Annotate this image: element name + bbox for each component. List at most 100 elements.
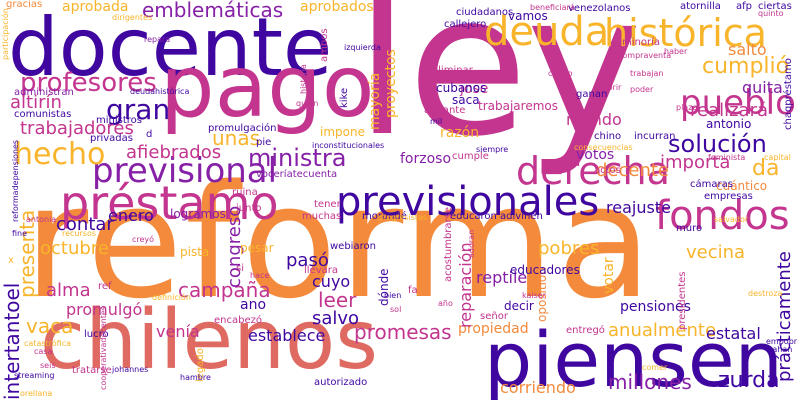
word-propiedad: propiedad <box>458 321 529 337</box>
word-fa: fa <box>408 285 418 296</box>
word-pueblo: pueblo <box>680 83 796 123</box>
word-cumplio: cumplió <box>702 54 790 79</box>
word-junto: junto <box>236 203 262 214</box>
word-autorizado: autorizado <box>314 377 368 388</box>
word-x: x <box>8 255 14 266</box>
word-adoran: adoran <box>467 229 476 258</box>
word-trabajan: trabajan <box>630 69 664 78</box>
word-deuda: deuda <box>484 9 610 55</box>
word-bien: bien <box>384 291 402 300</box>
word-historia: historia <box>299 64 308 94</box>
word-docente: docente <box>8 1 333 94</box>
word-actos: actos <box>594 165 621 176</box>
word-vamos: vamos <box>508 9 548 23</box>
word-reptile: reptile <box>476 268 528 287</box>
word-aprobados: aprobados <box>300 0 374 15</box>
word-previsionales: previsionales <box>336 179 600 225</box>
word-acostumbrarse: acostumbrarse <box>443 206 454 282</box>
word-corriendo: corriendo <box>500 378 576 397</box>
word-beneficiara: beneficiará <box>530 3 575 12</box>
word-adivinen: adivinen <box>500 211 543 222</box>
word-recursos: recursos <box>62 229 97 238</box>
word-participacion: participación <box>1 8 10 60</box>
word-empobr: empobr <box>766 337 798 346</box>
word-orellana: orellana <box>20 389 53 398</box>
word-aprobada: aprobada <box>62 0 129 15</box>
word-emblematicas: emblemáticas <box>142 0 284 22</box>
word-presidentes: presidentes <box>677 271 688 330</box>
word-dirigentes: dirigentes <box>112 13 153 22</box>
word-promulgo: promulgó <box>66 300 143 319</box>
word-anio: año <box>438 299 453 308</box>
word-cubanos: cubanos <box>436 81 487 95</box>
word-callejero: callejero <box>444 19 487 30</box>
word-importa: importa <box>660 152 731 173</box>
word-chaqprestamo: chaqpréstamo <box>783 58 794 130</box>
word-kike: kike <box>339 87 350 108</box>
word-altirin: altirín <box>10 92 62 113</box>
word-quita: quita <box>742 78 783 97</box>
word-donde: dónde <box>377 268 391 306</box>
word-realizara: realizará <box>690 100 769 121</box>
word-leer: leer <box>318 288 357 312</box>
word-venezolanos: venezolanos <box>568 3 631 14</box>
word-enero: enero <box>108 206 154 225</box>
word-voceriatecuenta: vocerí​atecuenta <box>256 169 338 180</box>
word-antonia: antonia <box>26 215 57 224</box>
word-venia: venía <box>156 322 200 341</box>
word-siempre: siempre <box>476 145 509 154</box>
word-chilenos: chilenos <box>40 293 378 388</box>
word-izquierda: izquierda <box>344 43 381 52</box>
word-destroza: destroza <box>748 289 783 298</box>
word-reajuste: reajuste <box>606 198 671 217</box>
word-alma: alma <box>46 280 91 301</box>
word-comunistas: comunistas <box>14 109 72 120</box>
word-ciudadanos: ciudadanos <box>456 7 514 18</box>
word-tratarse: tratarse <box>72 365 112 376</box>
word-definicion: definición <box>152 293 191 302</box>
word-trabajaremos: trabajaremos <box>478 99 558 113</box>
word-inconstitucionales: inconstitucionales <box>312 141 385 150</box>
word-compraventa: compraventa <box>618 51 672 60</box>
word-gracias: gracias <box>6 0 43 10</box>
word-streaming: streaming <box>14 371 55 380</box>
word-mil: mil <box>430 117 443 126</box>
word-llevara: llevara <box>304 265 338 276</box>
word-administran: administran <box>14 87 74 98</box>
word-saca: saca <box>452 93 480 107</box>
word-ciertas: ciertas <box>758 1 792 12</box>
word-chino: chino <box>594 131 622 142</box>
word-empresas: empresas <box>704 191 753 202</box>
word-morande: morandé <box>362 211 407 222</box>
word-quinto: quinto <box>758 9 784 18</box>
word-d: d <box>146 129 153 140</box>
word-reformadepensiones: reformadepensiones <box>11 139 20 222</box>
word-forzoso: forzoso <box>400 151 452 167</box>
word-reforma: reforma <box>24 151 655 333</box>
word-impone: impone <box>320 125 365 139</box>
word-ruina: ruina <box>232 187 258 198</box>
word-solucion: solución <box>668 130 767 158</box>
word-lucro: lucro <box>84 329 109 340</box>
word-deudahistorica: deudahistórica <box>130 87 190 96</box>
word-entrego: entregó <box>566 325 605 336</box>
word-gran: gran <box>106 93 171 126</box>
word-establece: establece <box>248 326 326 345</box>
word-pie: pie <box>256 137 272 148</box>
word-progresistas: progresistas <box>378 213 427 222</box>
word-intertantoel: intertantoel <box>0 282 24 400</box>
word-muro: muro <box>676 223 703 234</box>
word-prestamo: préstamo <box>60 176 279 230</box>
word-contar: contar <box>56 214 114 235</box>
word-da: da <box>752 156 780 181</box>
word-cumple: cumple <box>452 151 489 162</box>
word-votar: votar <box>601 257 617 294</box>
word-millones: millones <box>608 370 692 394</box>
word-pobres: pobres <box>538 238 600 259</box>
word-johannes: johannes <box>112 365 149 374</box>
word-antonio: antonio <box>706 117 752 131</box>
word-proyectos: proyectos <box>383 49 399 118</box>
word-razon: razón <box>440 125 480 141</box>
word-mayoria: mayoría <box>367 72 383 130</box>
